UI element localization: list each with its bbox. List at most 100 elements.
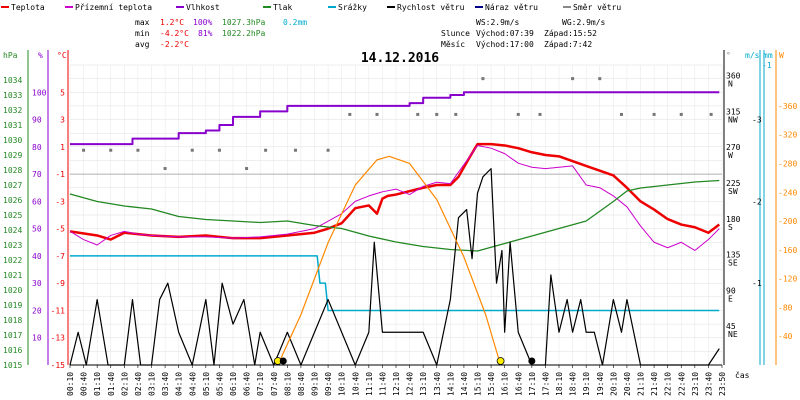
stats-min-press: 1022.2hPa [222, 29, 266, 38]
series-slunce [277, 155, 502, 366]
sun-set: Západ:15:52 [544, 29, 597, 38]
stats-ws: WS:2.9m/s [476, 18, 520, 27]
x-tick-label: 09:10 [311, 372, 320, 396]
x-tick-label: 13:40 [433, 372, 442, 396]
x-tick-label: 12:10 [392, 372, 401, 396]
tick-wind-speed: -2 [752, 197, 762, 206]
stats-max-label: max [135, 18, 150, 27]
stats-max-hum: 100% [193, 18, 212, 27]
legend-label-tlak: Tlak [273, 3, 292, 12]
x-tick-label: 14:40 [460, 372, 469, 396]
x-tick-label: 08:10 [283, 372, 292, 396]
tick-temperature: -13 [51, 334, 66, 343]
wind-direction-dot [679, 112, 683, 116]
tick-pressure: 1021 [3, 271, 22, 280]
x-tick-label: 11:40 [378, 372, 387, 396]
x-tick-label: 15:40 [487, 372, 496, 396]
tick-humidity: 100 [32, 88, 47, 97]
tick-wind-dir-name: SE [728, 259, 738, 268]
wind-direction-dot [190, 148, 194, 152]
tick-wind-dir-name: NE [728, 330, 738, 339]
tick-solar: -360 [778, 102, 797, 111]
tick-wind-dir: 225 [726, 179, 741, 188]
wind-direction-dot [709, 112, 713, 116]
wind-direction-dot [375, 112, 379, 116]
series-prizemni-teplota [69, 144, 720, 251]
legend-label-smer-vetru: Směr větru [573, 3, 621, 12]
tick-wind-speed: -1 [752, 279, 762, 288]
wind-direction-dot [217, 148, 221, 152]
x-tick-label: 16:40 [514, 372, 523, 396]
tick-solar: -200 [778, 217, 797, 226]
wind-direction-dot [454, 112, 458, 116]
stats-avg-label: avg [135, 40, 150, 49]
x-tick-label: 18:40 [569, 372, 578, 396]
wind-direction-dot [598, 77, 602, 81]
tick-wind-dir-name: N [728, 80, 733, 89]
stats-min-hum: 81% [198, 29, 213, 38]
legend-label-prizemni-teplota: Přízemní teplota [75, 3, 152, 12]
x-tick-labels: 00:10 00:40 01:10 01:40 02:10 02:40 03:10 03:40… [66, 364, 727, 396]
tick-pressure: 1015 [3, 361, 22, 370]
wind-direction-dot [264, 148, 268, 152]
tick-temperature: -11 [51, 306, 66, 315]
tick-humidity: 40 [32, 252, 42, 261]
tick-pressure: 1034 [3, 76, 22, 85]
wind-direction-dot [571, 77, 575, 81]
tick-pressure: 1018 [3, 316, 22, 325]
legend-label-naraz-vetru: Náraz větru [485, 3, 538, 12]
stats-block: max 1.2°C 100% 1027.3hPa 0.2mm min -4.2°… [135, 18, 606, 49]
stats-min-temp: -4.2°C [160, 29, 189, 38]
stats-max-press: 1027.3hPa [222, 18, 266, 27]
wind-direction-dot [245, 167, 249, 171]
tick-pressure: 1022 [3, 256, 22, 265]
tick-humidity: 80 [32, 143, 42, 152]
x-tick-label: 00:10 [66, 372, 75, 396]
x-tick-label: 04:40 [188, 372, 197, 396]
tick-wind-dir-name: E [728, 294, 733, 303]
tick-pressure: 1029 [3, 151, 22, 160]
wind-direction-dot [416, 112, 420, 116]
tick-wind-dir-name: W [728, 151, 733, 160]
tick-temperature: -3 [55, 197, 65, 206]
tick-solar: -320 [778, 131, 797, 140]
tick-pressure: 1024 [3, 226, 22, 235]
moon-set: Západ:7:42 [544, 40, 592, 49]
x-tick-label: 20:40 [623, 372, 632, 396]
x-tick-label: 17:10 [528, 372, 537, 396]
x-tick-label: 10:10 [338, 372, 347, 396]
tick-temperature: -1 [55, 170, 65, 179]
sun-label: Slunce [441, 29, 470, 38]
x-tick-label: 11:10 [365, 372, 374, 396]
tick-pressure: 1017 [3, 331, 22, 340]
unit-degc: °C [57, 51, 67, 60]
tick-wind-dir: 180 [726, 215, 741, 224]
tick-temperature: -9 [55, 279, 65, 288]
x-tick-label: 12:40 [406, 372, 415, 396]
wind-direction-dot [538, 112, 542, 116]
x-tick-label: 02:40 [134, 372, 143, 396]
tick-pressure: 1032 [3, 106, 22, 115]
legend-label-srazky: Srážky [338, 3, 367, 12]
x-tick-label: 03:10 [148, 372, 157, 396]
unit-w: W [779, 51, 784, 60]
tick-wind-dir-name: SW [728, 187, 738, 196]
sun-rise: Východ:07:39 [476, 29, 534, 38]
x-tick-label: 07:10 [256, 372, 265, 396]
x-tick-label: 23:10 [691, 372, 700, 396]
legend: Teplota Přízemní teplota Vlhkost Tlak Srážky… [1, 3, 621, 12]
tick-pressure: 1026 [3, 196, 22, 205]
x-tick-label: 17:40 [541, 372, 550, 396]
tick-solar: -280 [778, 159, 797, 168]
unit-time: čas [735, 370, 750, 380]
stats-min-label: min [135, 29, 150, 38]
tick-wind-dir: 270 [726, 143, 741, 152]
tick-temperature: 5 [60, 88, 65, 97]
sunset-marker [496, 357, 505, 365]
x-tick-label: 16:10 [501, 372, 510, 396]
wind-direction-dot [109, 148, 113, 152]
wind-direction-dot [163, 167, 167, 171]
tick-pressure: 1033 [3, 91, 22, 100]
plot-area [69, 77, 721, 366]
